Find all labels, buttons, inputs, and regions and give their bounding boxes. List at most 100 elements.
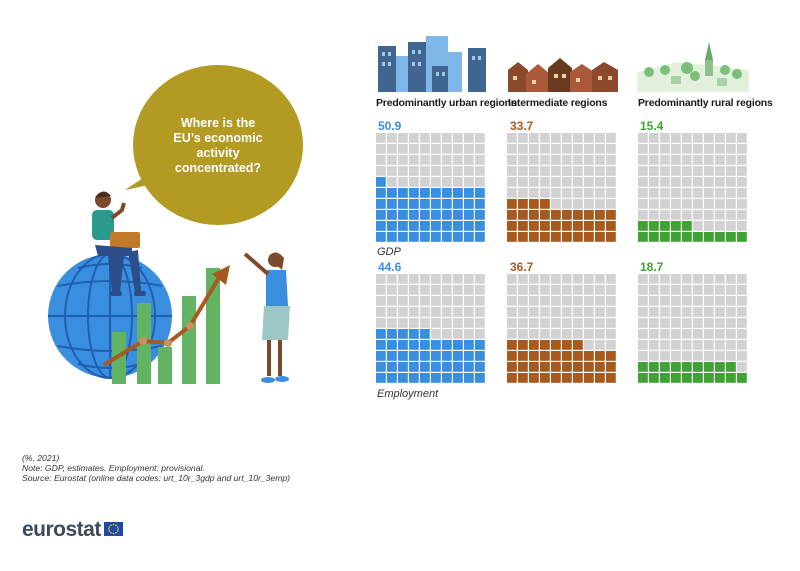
- waffle-cell-filled: [693, 362, 703, 372]
- waffle-gdp-rural: [638, 133, 747, 242]
- waffle-cell-empty: [595, 274, 605, 284]
- waffle-cell-empty: [518, 318, 528, 328]
- waffle-cell-filled: [584, 210, 594, 220]
- waffle-cell-filled: [551, 373, 561, 383]
- waffle-cell-empty: [573, 166, 583, 176]
- waffle-cell-filled: [540, 351, 550, 361]
- waffle-cell-empty: [518, 144, 528, 154]
- waffle-cell-empty: [507, 188, 517, 198]
- waffle-cell-empty: [464, 274, 474, 284]
- waffle-cell-empty: [540, 285, 550, 295]
- waffle-cell-empty: [595, 307, 605, 317]
- waffle-cell-filled: [442, 188, 452, 198]
- waffle-cell-empty: [387, 133, 397, 143]
- waffle-cell-filled: [551, 232, 561, 242]
- waffle-cell-filled: [431, 221, 441, 231]
- waffle-cell-filled: [420, 351, 430, 361]
- waffle-cell-empty: [638, 166, 648, 176]
- waffle-cell-empty: [660, 318, 670, 328]
- waffle-cell-filled: [606, 362, 616, 372]
- waffle-cell-empty: [671, 285, 681, 295]
- waffle-cell-empty: [551, 307, 561, 317]
- waffle-cell-empty: [715, 177, 725, 187]
- waffle-cell-empty: [737, 177, 747, 187]
- waffle-cell-filled: [573, 340, 583, 350]
- waffle-cell-empty: [453, 307, 463, 317]
- waffle-cell-empty: [507, 133, 517, 143]
- waffle-cell-filled: [376, 199, 386, 209]
- waffle-cell-empty: [649, 340, 659, 350]
- waffle-cell-empty: [682, 133, 692, 143]
- waffle-cell-filled: [573, 232, 583, 242]
- waffle-cell-empty: [518, 188, 528, 198]
- waffle-cell-filled: [551, 351, 561, 361]
- waffle-cell-filled: [660, 362, 670, 372]
- waffle-cell-filled: [551, 340, 561, 350]
- waffle-cell-empty: [442, 144, 452, 154]
- waffle-cell-filled: [638, 221, 648, 231]
- waffle-cell-empty: [398, 274, 408, 284]
- waffle-cell-empty: [595, 133, 605, 143]
- waffle-cell-empty: [376, 274, 386, 284]
- waffle-cell-empty: [540, 133, 550, 143]
- waffle-cell-filled: [638, 373, 648, 383]
- waffle-cell-empty: [420, 318, 430, 328]
- waffle-cell-empty: [551, 188, 561, 198]
- waffle-cell-filled: [475, 232, 485, 242]
- waffle-cell-empty: [584, 329, 594, 339]
- gdp-value-intermediate: 33.7: [510, 119, 534, 133]
- waffle-cell-empty: [529, 285, 539, 295]
- waffle-cell-filled: [551, 221, 561, 231]
- waffle-cell-empty: [540, 318, 550, 328]
- waffle-cell-empty: [409, 285, 419, 295]
- waffle-cell-empty: [693, 329, 703, 339]
- waffle-cell-filled: [540, 340, 550, 350]
- waffle-cell-empty: [704, 166, 714, 176]
- waffle-cell-empty: [595, 340, 605, 350]
- waffle-cell-empty: [464, 177, 474, 187]
- waffle-cell-empty: [638, 296, 648, 306]
- waffle-cell-empty: [409, 177, 419, 187]
- waffle-cell-filled: [409, 199, 419, 209]
- waffle-cell-filled: [453, 373, 463, 383]
- waffle-cell-empty: [540, 166, 550, 176]
- waffle-cell-empty: [584, 340, 594, 350]
- waffle-cell-empty: [551, 285, 561, 295]
- waffle-cell-filled: [638, 362, 648, 372]
- waffle-cell-empty: [649, 166, 659, 176]
- waffle-cell-filled: [529, 210, 539, 220]
- waffle-cell-filled: [398, 373, 408, 383]
- waffle-cell-empty: [518, 133, 528, 143]
- waffle-cell-empty: [507, 144, 517, 154]
- waffle-cell-empty: [529, 318, 539, 328]
- waffle-cell-empty: [584, 144, 594, 154]
- waffle-cell-empty: [671, 351, 681, 361]
- waffle-cell-empty: [704, 296, 714, 306]
- waffle-cell-filled: [409, 351, 419, 361]
- waffle-cell-empty: [649, 133, 659, 143]
- row-label-gdp: GDP: [377, 246, 401, 258]
- waffle-cell-empty: [420, 155, 430, 165]
- waffle-cell-filled: [540, 210, 550, 220]
- waffle-cell-filled: [518, 221, 528, 231]
- waffle-cell-filled: [387, 340, 397, 350]
- waffle-cell-empty: [693, 221, 703, 231]
- column-title-urban: Predominantly urban regions: [376, 97, 517, 109]
- waffle-cell-empty: [638, 351, 648, 361]
- waffle-cell-filled: [431, 351, 441, 361]
- waffle-cell-empty: [398, 177, 408, 187]
- waffle-cell-filled: [387, 351, 397, 361]
- waffle-cell-filled: [420, 362, 430, 372]
- waffle-cell-empty: [518, 285, 528, 295]
- waffle-cell-filled: [376, 210, 386, 220]
- waffle-cell-empty: [551, 177, 561, 187]
- waffle-cell-filled: [704, 362, 714, 372]
- waffle-cell-empty: [573, 307, 583, 317]
- waffle-cell-filled: [453, 221, 463, 231]
- waffle-cell-empty: [606, 307, 616, 317]
- city-skyline-icon: [378, 36, 486, 92]
- waffle-cell-empty: [475, 274, 485, 284]
- waffle-cell-empty: [595, 166, 605, 176]
- waffle-cell-empty: [660, 351, 670, 361]
- waffle-cell-empty: [398, 133, 408, 143]
